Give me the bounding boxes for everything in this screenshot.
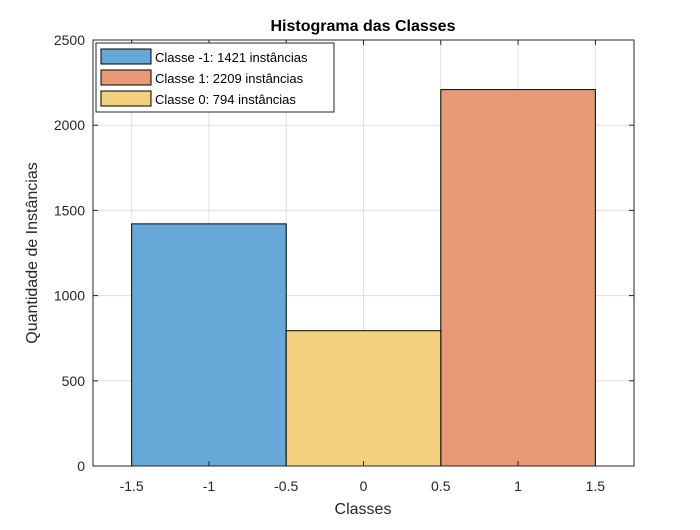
histogram-bar (440, 89, 596, 467)
x-tick-label: 0 (360, 478, 368, 494)
y-tick-label: 0 (77, 458, 85, 474)
x-tick-label: 1 (514, 478, 522, 494)
bars (131, 89, 596, 467)
x-tick-label: -0.5 (274, 478, 298, 494)
x-tick-label: -1.5 (120, 478, 144, 494)
y-tick-label: 500 (62, 373, 86, 389)
histogram-bar (131, 223, 287, 467)
legend-entry: Classe 1: 2209 instâncias (155, 71, 304, 86)
histogram-bar (285, 330, 442, 467)
legend-entry: Classe -1: 1421 instâncias (155, 50, 308, 65)
legend-swatch (100, 90, 152, 107)
y-tick-label: 2000 (54, 117, 85, 133)
y-axis-label: Quantidade de Instâncias (24, 162, 41, 343)
x-axis-label: Classes (335, 501, 392, 518)
legend-entry: Classe 0: 794 instâncias (155, 92, 296, 107)
x-tick-label: 1.5 (586, 478, 606, 494)
legend: Classe -1: 1421 instâncias Classe 1: 2209… (95, 42, 335, 113)
y-tick-label: 2500 (54, 32, 85, 48)
legend-swatch (100, 48, 152, 65)
y-tick-label: 1500 (54, 202, 85, 218)
y-tick-label: 1000 (54, 288, 85, 304)
legend-swatch (100, 69, 152, 86)
x-tick-label: -1 (203, 478, 216, 494)
chart-title: Histograma das Classes (271, 18, 456, 35)
ticks: -1.5 -1 -0.5 0 0.5 1 1.5 0 500 1000 1500 2000 2500 (54, 32, 634, 494)
x-tick-label: 0.5 (431, 478, 451, 494)
